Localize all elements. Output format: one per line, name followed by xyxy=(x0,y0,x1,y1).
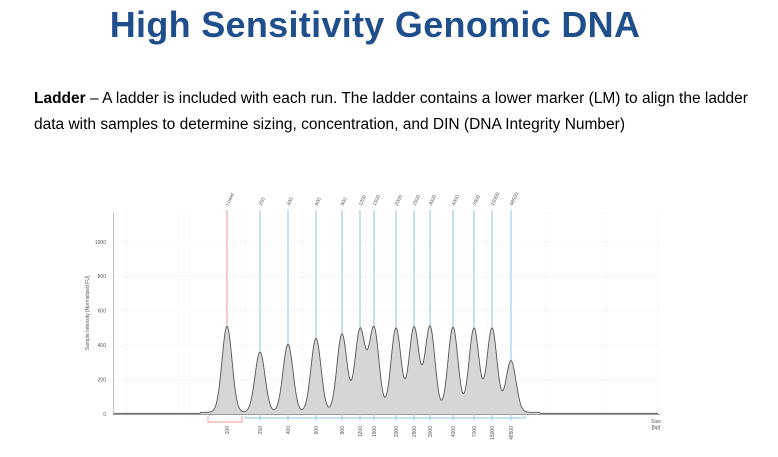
bottom-size-label: 2000 xyxy=(394,426,400,437)
top-marker-label: 4000 xyxy=(451,194,461,207)
bottom-size-label: 1200 xyxy=(358,426,364,437)
y-tick-label: 800 xyxy=(98,274,107,280)
bottom-brackets xyxy=(207,414,526,423)
gridlines xyxy=(113,212,660,414)
top-labels: Lower 250 400 600 900 1200 1500 2000 2500 3000 400… xyxy=(225,192,520,207)
top-marker-label: 400 xyxy=(286,197,295,207)
y-tick-label: 0 xyxy=(103,412,106,418)
top-marker-label: 7000 xyxy=(472,194,482,207)
x-axis-label-line1: Size xyxy=(651,419,661,425)
top-marker-label: 3000 xyxy=(428,194,438,207)
bottom-size-label: 600 xyxy=(314,426,320,435)
y-tick-label: 400 xyxy=(98,343,107,349)
bottom-size-label: 400 xyxy=(286,426,292,435)
slide-title: High Sensitivity Genomic DNA xyxy=(109,4,641,45)
ladder-bracket xyxy=(244,416,526,419)
bottom-size-label: 250 xyxy=(258,426,264,435)
bottom-size-label: 100 xyxy=(225,426,231,435)
lower-marker-bracket xyxy=(207,416,243,423)
top-marker-label: 15000 xyxy=(490,192,501,207)
top-marker-label: 2000 xyxy=(394,194,404,207)
bottom-size-label: 48500 xyxy=(509,426,515,440)
top-marker-label: 2500 xyxy=(412,194,422,207)
y-axis-label: Sample Intensity [Normalized FU] xyxy=(85,275,91,350)
top-marker-label: 600 xyxy=(314,197,323,207)
bottom-size-label: 15000 xyxy=(490,426,496,440)
trace-line xyxy=(114,325,658,414)
x-axis-label-line2: [bp] xyxy=(652,425,661,431)
y-tick-label: 200 xyxy=(98,377,107,383)
ladder-term: Ladder xyxy=(34,90,86,107)
bottom-size-label: 7000 xyxy=(472,426,478,437)
y-tick-label: 1000 xyxy=(95,240,106,246)
y-tick-label: 600 xyxy=(98,309,107,315)
bottom-size-label: 4000 xyxy=(451,426,457,437)
bottom-size-label: 1500 xyxy=(372,426,378,437)
trace-fill xyxy=(114,325,658,414)
top-marker-label: 1500 xyxy=(372,194,382,207)
ladder-description-text: – A ladder is included with each run. Th… xyxy=(34,90,748,133)
top-marker-label: 1200 xyxy=(358,194,368,207)
bottom-size-label: 3000 xyxy=(428,426,434,437)
bottom-size-label: 900 xyxy=(340,426,346,435)
y-ticks: 0 200 400 600 800 1000 xyxy=(95,240,106,418)
top-marker-label: 48500 xyxy=(509,192,520,207)
top-marker-label: 250 xyxy=(258,197,267,207)
bottom-labels: 100 250 400 600 900 1200 1500 2000 2500 3000 4000 7… xyxy=(225,426,515,440)
top-marker-label: Lower xyxy=(225,192,236,207)
top-marker-label: 900 xyxy=(340,197,349,207)
ladder-description: Ladder – A ladder is included with each … xyxy=(34,86,764,138)
bottom-size-label: 2500 xyxy=(412,426,418,437)
